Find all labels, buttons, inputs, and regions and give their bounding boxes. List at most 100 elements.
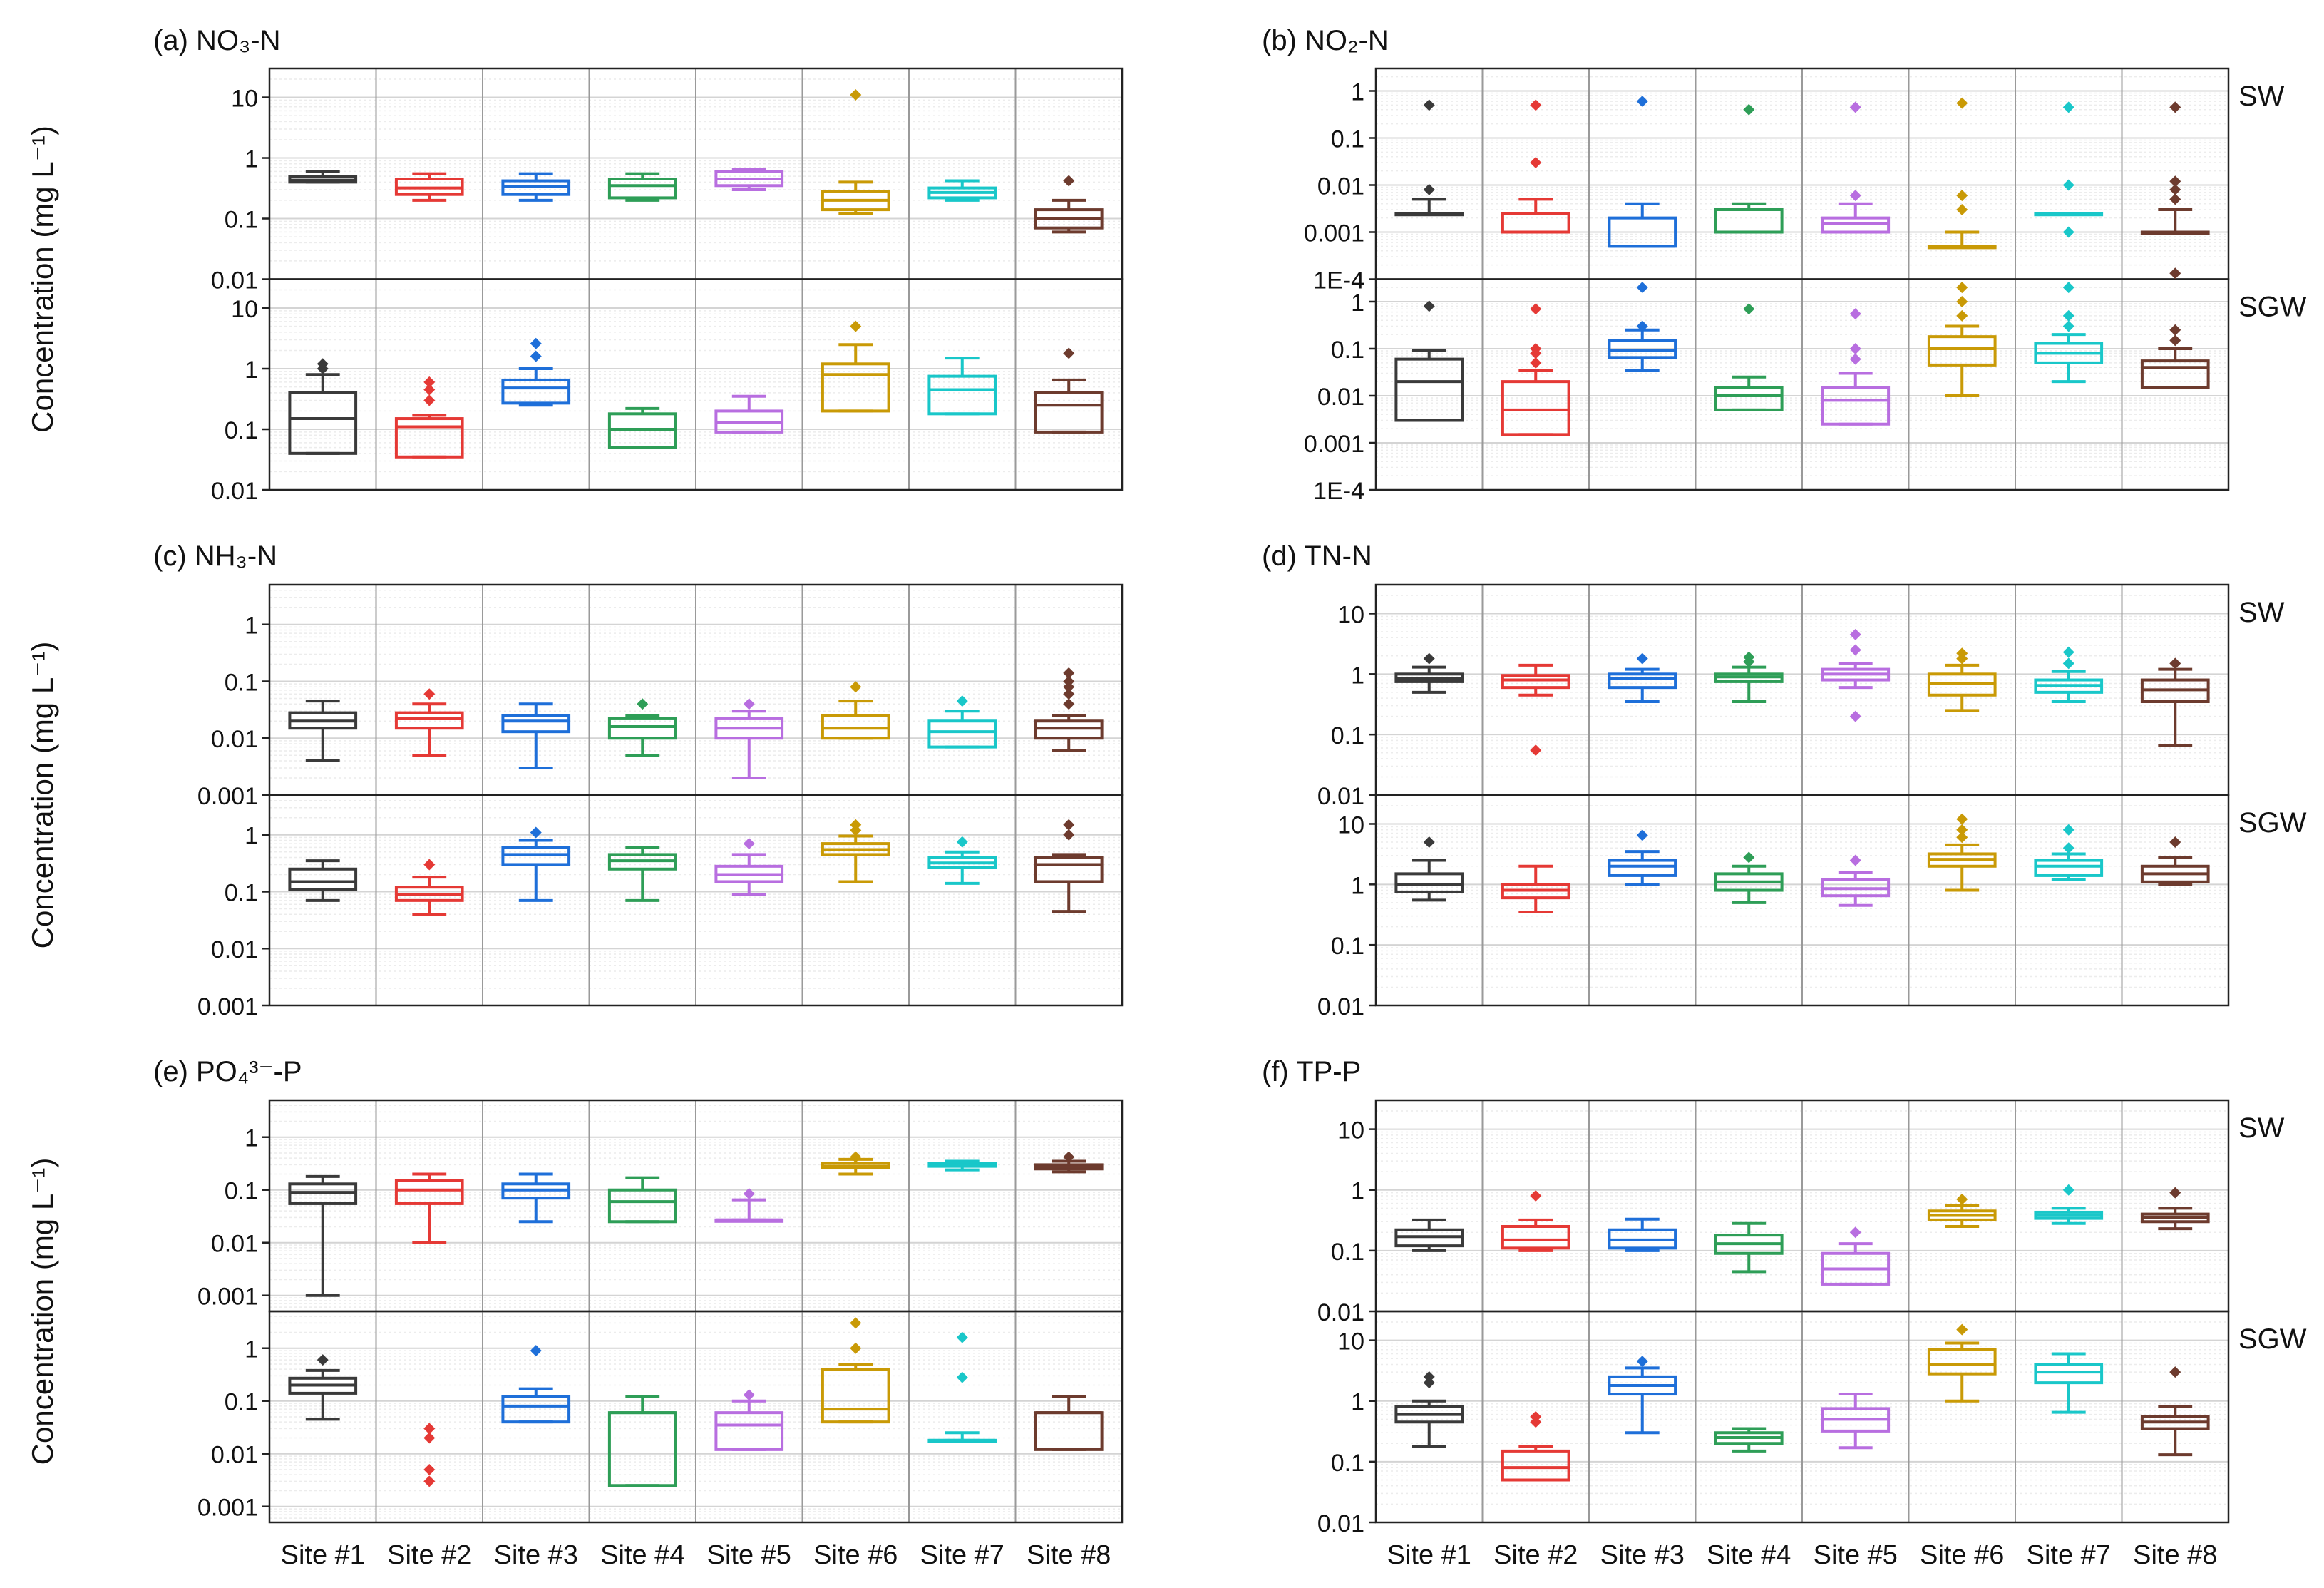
box-8 <box>2140 101 2210 235</box>
y-tick-label: 0.1 <box>1331 933 1364 960</box>
box-2 <box>1501 663 1570 757</box>
box-iqr <box>607 178 677 200</box>
y-tick-label: 0.001 <box>197 1284 258 1311</box>
outlier-point <box>423 1423 436 1435</box>
box-3 <box>501 337 571 407</box>
box-1 <box>288 700 358 762</box>
y-tick-label: 1 <box>1351 78 1364 106</box>
box-3 <box>1608 1356 1677 1435</box>
plot-frame <box>1374 794 2230 1007</box>
box-5 <box>1821 308 1891 426</box>
x-tick-label: Site #1 <box>281 1540 365 1570</box>
y-tick-label: 0.1 <box>1331 125 1364 153</box>
outlier-point <box>1956 1323 1968 1336</box>
y-tick-label: 1E-4 <box>1313 478 1364 505</box>
box-2 <box>394 172 464 202</box>
outlier-point <box>956 695 968 707</box>
row-label: SGW <box>2238 1323 2307 1355</box>
x-tick-label: Site #4 <box>600 1540 684 1570</box>
y-tick-label: 0.01 <box>211 1231 258 1258</box>
box-iqr <box>821 1368 890 1424</box>
box-iqr <box>1608 672 1677 690</box>
y-tick-label: 0.1 <box>225 1389 258 1416</box>
box-iqr <box>1034 391 1104 434</box>
outlier-point <box>1849 101 1861 113</box>
outlier-point <box>2062 646 2074 658</box>
outlier-point <box>423 376 436 388</box>
box-6 <box>821 1151 890 1176</box>
outlier-point <box>850 681 862 693</box>
box-iqr <box>927 719 997 749</box>
box-2 <box>423 1423 436 1487</box>
box-8 <box>2140 1366 2210 1457</box>
box-3 <box>501 1345 571 1424</box>
plot-frame <box>1374 278 2230 491</box>
outlier-point <box>2169 175 2181 188</box>
box-2 <box>1501 99 1570 234</box>
y-tick-label: 1 <box>245 357 258 384</box>
outlier-point <box>1956 295 1968 307</box>
box-6 <box>1927 1323 1997 1403</box>
outlier-point <box>1423 652 1435 665</box>
outlier-point <box>850 1151 862 1163</box>
y-tick-label: 0.01 <box>211 726 258 753</box>
sub-panel-upper: 1 0.1 0.01 0.001 <box>197 583 1124 810</box>
outlier-point <box>1743 651 1755 663</box>
y-tick-label: 1 <box>1351 290 1364 317</box>
plot-frame <box>268 278 1124 491</box>
box-2 <box>1501 864 1570 914</box>
box-3 <box>1608 96 1677 248</box>
box-8 <box>1034 175 1104 234</box>
y-tick-label: 0.01 <box>1317 384 1364 411</box>
outlier-point <box>1530 342 1542 354</box>
box-1 <box>1394 300 1464 422</box>
box-2 <box>394 376 464 459</box>
sub-panel-lower: 10 1 0.1 0.01 <box>211 278 1124 505</box>
outlier-point <box>2062 320 2074 332</box>
x-tick-label: Site #8 <box>1027 1540 1111 1570</box>
y-tick-label: 0.001 <box>197 783 258 810</box>
y-tick-label: 0.01 <box>211 478 258 505</box>
outlier-point <box>850 1342 862 1354</box>
box-4 <box>607 172 677 202</box>
panel-label: (e) PO₄³⁻-P <box>153 1056 302 1087</box>
box-6 <box>821 1317 890 1424</box>
outlier-point <box>1530 303 1542 315</box>
outlier-point <box>1530 357 1542 369</box>
box-2 <box>394 859 464 916</box>
outlier-point <box>1849 854 1861 866</box>
box-iqr <box>288 867 358 891</box>
outlier-point <box>317 1354 329 1366</box>
box-8 <box>1034 1395 1104 1451</box>
outlier-point <box>1530 157 1542 169</box>
box-8 <box>2140 836 2210 886</box>
box-2 <box>1501 303 1570 436</box>
box-4 <box>1714 303 1784 411</box>
plot-frame <box>268 1310 1124 1524</box>
outlier-point <box>1530 744 1542 757</box>
outlier-point <box>956 1371 968 1383</box>
box-4 <box>1714 851 1784 904</box>
box-iqr <box>1501 1449 1570 1482</box>
box-iqr <box>2034 1363 2104 1385</box>
outlier-point <box>1849 190 1861 202</box>
plot-frame <box>268 794 1124 1007</box>
box-7 <box>927 357 997 416</box>
box-iqr <box>1501 674 1570 690</box>
outlier-point <box>2169 334 2181 347</box>
outlier-point <box>1636 282 1648 294</box>
outlier-point <box>2062 226 2074 238</box>
y-tick-label: 10 <box>1337 1117 1364 1144</box>
y-tick-label: 10 <box>231 296 258 323</box>
box-2 <box>394 1172 464 1244</box>
outlier-point <box>1636 320 1648 332</box>
sub-panel-upper: 1 0.1 0.01 0.001 1E-4 SW <box>1304 67 2285 294</box>
box-7 <box>927 1331 997 1443</box>
outlier-point <box>850 1317 862 1329</box>
box-5 <box>1821 854 1891 907</box>
x-tick-label: Site #8 <box>2133 1540 2217 1570</box>
outlier-point <box>2169 324 2181 336</box>
y-tick-label: 1 <box>245 146 258 173</box>
box-5 <box>714 168 784 191</box>
